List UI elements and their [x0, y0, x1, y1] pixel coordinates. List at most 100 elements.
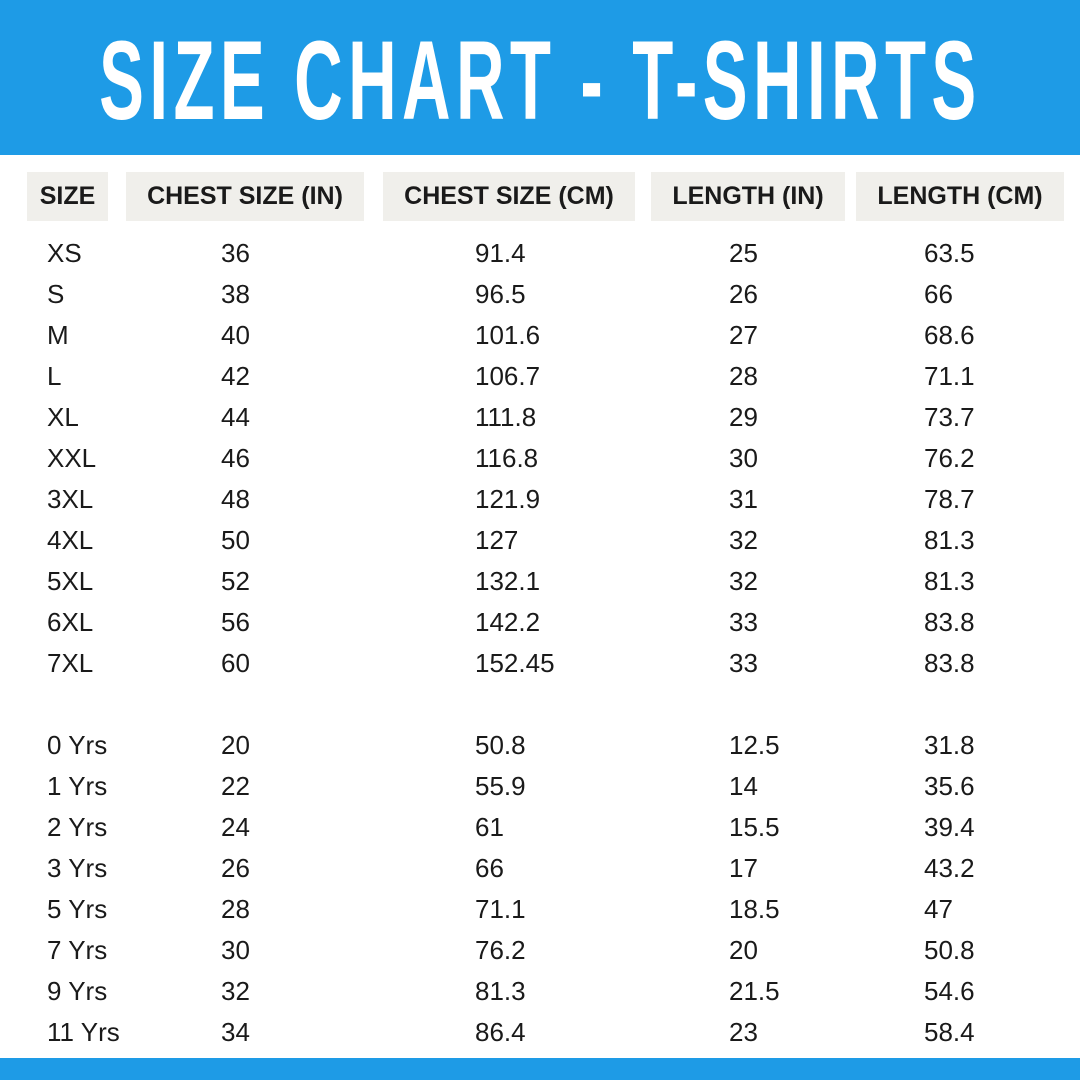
cell-size: 5 Yrs [47, 894, 108, 924]
table-row: 2 Yrs 24 61 15.5 39.4 [0, 807, 1080, 848]
cell-chest-cm: 106.7 [475, 361, 541, 391]
cell-chest-cm: 76.2 [475, 935, 526, 965]
cell-length-in: 31 [729, 484, 758, 514]
cell-chest-in: 56 [221, 607, 250, 637]
cell-length-in: 20 [729, 935, 758, 965]
cell-length-in: 30 [729, 443, 758, 473]
cell-length-cm: 35.6 [924, 771, 975, 801]
table-row: M 40 101.6 27 68.6 [0, 315, 1080, 356]
table-row: 0 Yrs 20 50.8 12.5 31.8 [0, 725, 1080, 766]
cell-length-cm: 43.2 [924, 853, 975, 883]
table-row: 5 Yrs 28 71.1 18.5 47 [0, 889, 1080, 930]
cell-chest-cm: 132.1 [475, 566, 541, 596]
cell-chest-cm: 96.5 [475, 279, 526, 309]
table-row: S 38 96.5 26 66 [0, 274, 1080, 315]
column-header-length-in: LENGTH (IN) [651, 172, 845, 221]
table-row: 3 Yrs 26 66 17 43.2 [0, 848, 1080, 889]
cell-chest-in: 40 [221, 320, 250, 350]
cell-chest-cm: 50.8 [475, 730, 526, 760]
cell-length-in: 25 [729, 238, 758, 268]
cell-length-cm: 83.8 [924, 607, 975, 637]
cell-length-cm: 81.3 [924, 525, 975, 555]
cell-size: 9 Yrs [47, 976, 108, 1006]
table-row: 7XL 60 152.45 33 83.8 [0, 643, 1080, 684]
table-row: XL 44 111.8 29 73.7 [0, 397, 1080, 438]
cell-chest-in: 36 [221, 238, 250, 268]
cell-length-cm: 54.6 [924, 976, 975, 1006]
table-row: 4XL 50 127 32 81.3 [0, 520, 1080, 561]
cell-length-in: 15.5 [729, 812, 780, 842]
cell-chest-in: 22 [221, 771, 250, 801]
cell-length-in: 29 [729, 402, 758, 432]
cell-length-cm: 63.5 [924, 238, 975, 268]
cell-chest-cm: 61 [475, 812, 504, 842]
footer-bar [0, 1058, 1080, 1080]
table-row: 11 Yrs 34 86.4 23 58.4 [0, 1012, 1080, 1053]
cell-chest-cm: 111.8 [475, 402, 537, 432]
table-row: 9 Yrs 32 81.3 21.5 54.6 [0, 971, 1080, 1012]
cell-chest-cm: 71.1 [475, 894, 526, 924]
cell-length-cm: 71.1 [924, 361, 975, 391]
cell-size: 7XL [47, 648, 94, 678]
cell-size: 11 Yrs [47, 1017, 120, 1047]
cell-chest-in: 32 [221, 976, 250, 1006]
cell-chest-in: 50 [221, 525, 250, 555]
cell-length-in: 28 [729, 361, 758, 391]
cell-chest-in: 28 [221, 894, 250, 924]
cell-length-cm: 76.2 [924, 443, 975, 473]
cell-size: XL [47, 402, 79, 432]
column-header-chest-in: CHEST SIZE (IN) [126, 172, 364, 221]
cell-chest-in: 42 [221, 361, 250, 391]
table-row: XXL 46 116.8 30 76.2 [0, 438, 1080, 479]
cell-length-in: 21.5 [729, 976, 780, 1006]
table-row: 1 Yrs 22 55.9 14 35.6 [0, 766, 1080, 807]
cell-size: 0 Yrs [47, 730, 108, 760]
cell-chest-cm: 121.9 [475, 484, 541, 514]
cell-chest-in: 38 [221, 279, 250, 309]
cell-length-cm: 73.7 [924, 402, 975, 432]
column-header-chest-cm: CHEST SIZE (CM) [383, 172, 635, 221]
cell-length-in: 32 [729, 525, 758, 555]
cell-chest-cm: 66 [475, 853, 504, 883]
cell-chest-in: 26 [221, 853, 250, 883]
cell-chest-in: 52 [221, 566, 250, 596]
cell-length-in: 17 [729, 853, 758, 883]
cell-length-cm: 50.8 [924, 935, 975, 965]
title-banner: SIZE CHART - T-SHIRTS [0, 0, 1080, 155]
cell-chest-in: 24 [221, 812, 250, 842]
cell-length-cm: 31.8 [924, 730, 975, 760]
cell-chest-cm: 142.2 [475, 607, 541, 637]
cell-length-cm: 81.3 [924, 566, 975, 596]
cell-chest-cm: 152.45 [475, 648, 555, 678]
cell-chest-cm: 91.4 [475, 238, 526, 268]
cell-chest-in: 44 [221, 402, 250, 432]
cell-size: 3XL [47, 484, 94, 514]
cell-length-in: 27 [729, 320, 758, 350]
cell-length-in: 23 [729, 1017, 758, 1047]
cell-size: 2 Yrs [47, 812, 108, 842]
cell-size: 3 Yrs [47, 853, 108, 883]
table-row: 7 Yrs 30 76.2 20 50.8 [0, 930, 1080, 971]
cell-length-cm: 58.4 [924, 1017, 975, 1047]
table-row: XS 36 91.4 25 63.5 [0, 233, 1080, 274]
cell-length-cm: 47 [924, 894, 953, 924]
cell-chest-cm: 127 [475, 525, 519, 555]
cell-length-in: 33 [729, 607, 758, 637]
cell-length-cm: 39.4 [924, 812, 975, 842]
cell-chest-in: 30 [221, 935, 250, 965]
cell-length-in: 26 [729, 279, 758, 309]
cell-chest-cm: 116.8 [475, 443, 539, 473]
cell-length-cm: 83.8 [924, 648, 975, 678]
cell-length-in: 32 [729, 566, 758, 596]
cell-length-cm: 68.6 [924, 320, 975, 350]
cell-chest-cm: 86.4 [475, 1017, 526, 1047]
cell-size: 5XL [47, 566, 94, 596]
column-header-size: SIZE [27, 172, 108, 221]
cell-size: 4XL [47, 525, 94, 555]
cell-length-in: 18.5 [729, 894, 780, 924]
cell-size: S [47, 279, 65, 309]
table-row: 3XL 48 121.9 31 78.7 [0, 479, 1080, 520]
cell-chest-in: 60 [221, 648, 250, 678]
cell-chest-in: 34 [221, 1017, 250, 1047]
column-header-length-cm: LENGTH (CM) [856, 172, 1064, 221]
